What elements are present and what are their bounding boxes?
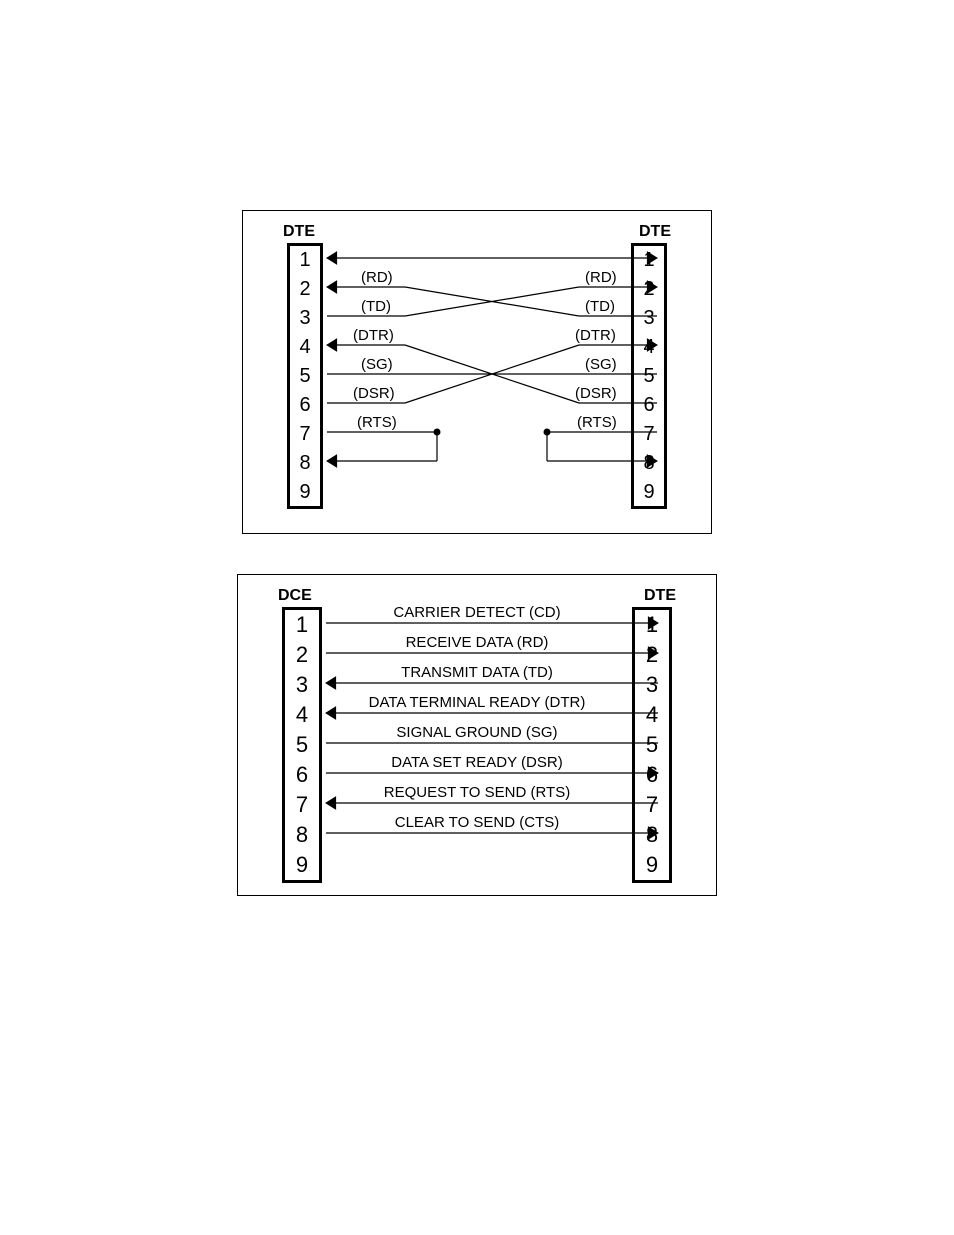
wire-label: TRANSMIT DATA (TD) bbox=[401, 664, 553, 681]
wire-label: (TD) bbox=[361, 298, 391, 315]
diagram1-right-header: DTE bbox=[639, 223, 671, 241]
pin-number: 7 bbox=[296, 794, 308, 816]
wire-label: (DTR) bbox=[353, 327, 394, 344]
wire-label: DATA SET READY (DSR) bbox=[391, 754, 562, 771]
diagram1-left-header: DTE bbox=[283, 223, 315, 241]
pin-number: 2 bbox=[299, 279, 310, 299]
wire-label: (DSR) bbox=[575, 385, 617, 402]
pin-number: 6 bbox=[643, 395, 654, 415]
diagram-null-modem: DTE DTE 1 2 3 4 5 6 7 8 9 1 2 3 4 5 6 7 8 9 (RD) (RD) (TD)… bbox=[242, 210, 712, 534]
pin-number: 3 bbox=[296, 674, 308, 696]
pin-number: 1 bbox=[646, 614, 658, 636]
diagram1-right-pinbox: 1 2 3 4 5 6 7 8 9 bbox=[631, 243, 667, 509]
wire-label: CARRIER DETECT (CD) bbox=[393, 604, 560, 621]
pin-number: 4 bbox=[299, 337, 310, 357]
pin-number: 7 bbox=[646, 794, 658, 816]
diagram1-headers: DTE DTE bbox=[257, 223, 697, 241]
pin-number: 8 bbox=[296, 824, 308, 846]
wire-label: (DTR) bbox=[575, 327, 616, 344]
pin-number: 9 bbox=[646, 854, 658, 876]
wire-label: (DSR) bbox=[353, 385, 395, 402]
diagram-straight-cable: DCE DTE 1 2 3 4 5 6 7 8 9 1 2 3 4 5 6 7 8 9 CARRIER DETE… bbox=[237, 574, 717, 896]
pin-number: 3 bbox=[646, 674, 658, 696]
pin-number: 7 bbox=[643, 424, 654, 444]
pin-number: 3 bbox=[643, 308, 654, 328]
pin-number: 1 bbox=[296, 614, 308, 636]
wire-label: (RTS) bbox=[357, 414, 397, 431]
pin-number: 4 bbox=[643, 337, 654, 357]
pin-number: 4 bbox=[646, 704, 658, 726]
wire-label: (SG) bbox=[361, 356, 393, 373]
wire-label: (RTS) bbox=[577, 414, 617, 431]
pin-number: 8 bbox=[299, 453, 310, 473]
wire-label: (RD) bbox=[361, 269, 393, 286]
pin-number: 2 bbox=[296, 644, 308, 666]
pin-number: 5 bbox=[296, 734, 308, 756]
wire-label: (TD) bbox=[585, 298, 615, 315]
pin-number: 2 bbox=[643, 279, 654, 299]
pin-number: 5 bbox=[299, 366, 310, 386]
pin-number: 5 bbox=[643, 366, 654, 386]
pin-number: 9 bbox=[296, 854, 308, 876]
diagram2-left-header: DCE bbox=[278, 587, 312, 605]
pin-number: 7 bbox=[299, 424, 310, 444]
wire-label: REQUEST TO SEND (RTS) bbox=[384, 784, 570, 801]
diagram2-left-pinbox: 1 2 3 4 5 6 7 8 9 bbox=[282, 607, 322, 883]
pin-number: 5 bbox=[646, 734, 658, 756]
pin-number: 6 bbox=[296, 764, 308, 786]
pin-number: 2 bbox=[646, 644, 658, 666]
pin-number: 9 bbox=[299, 482, 310, 502]
pin-number: 1 bbox=[299, 250, 310, 270]
pin-number: 9 bbox=[643, 482, 654, 502]
wire-label: (SG) bbox=[585, 356, 617, 373]
wire-label: CLEAR TO SEND (CTS) bbox=[395, 814, 559, 831]
diagram1-body: 1 2 3 4 5 6 7 8 9 1 2 3 4 5 6 7 8 9 (RD) (RD) (TD) (TD) (DTR… bbox=[257, 243, 697, 509]
diagram1-left-pinbox: 1 2 3 4 5 6 7 8 9 bbox=[287, 243, 323, 509]
wire-label: SIGNAL GROUND (SG) bbox=[396, 724, 557, 741]
pin-number: 4 bbox=[296, 704, 308, 726]
pin-number: 6 bbox=[646, 764, 658, 786]
diagram2-right-header: DTE bbox=[644, 587, 676, 605]
pin-number: 1 bbox=[643, 250, 654, 270]
pin-number: 8 bbox=[646, 824, 658, 846]
pin-number: 6 bbox=[299, 395, 310, 415]
wire-label: RECEIVE DATA (RD) bbox=[406, 634, 549, 651]
diagram2-right-pinbox: 1 2 3 4 5 6 7 8 9 bbox=[632, 607, 672, 883]
wire-label: (RD) bbox=[585, 269, 617, 286]
diagram2-headers: DCE DTE bbox=[252, 587, 702, 605]
wire-label: DATA TERMINAL READY (DTR) bbox=[369, 694, 586, 711]
pin-number: 3 bbox=[299, 308, 310, 328]
diagram2-body: 1 2 3 4 5 6 7 8 9 1 2 3 4 5 6 7 8 9 CARRIER DETECT (CD) R… bbox=[252, 607, 702, 883]
pin-number: 8 bbox=[643, 453, 654, 473]
